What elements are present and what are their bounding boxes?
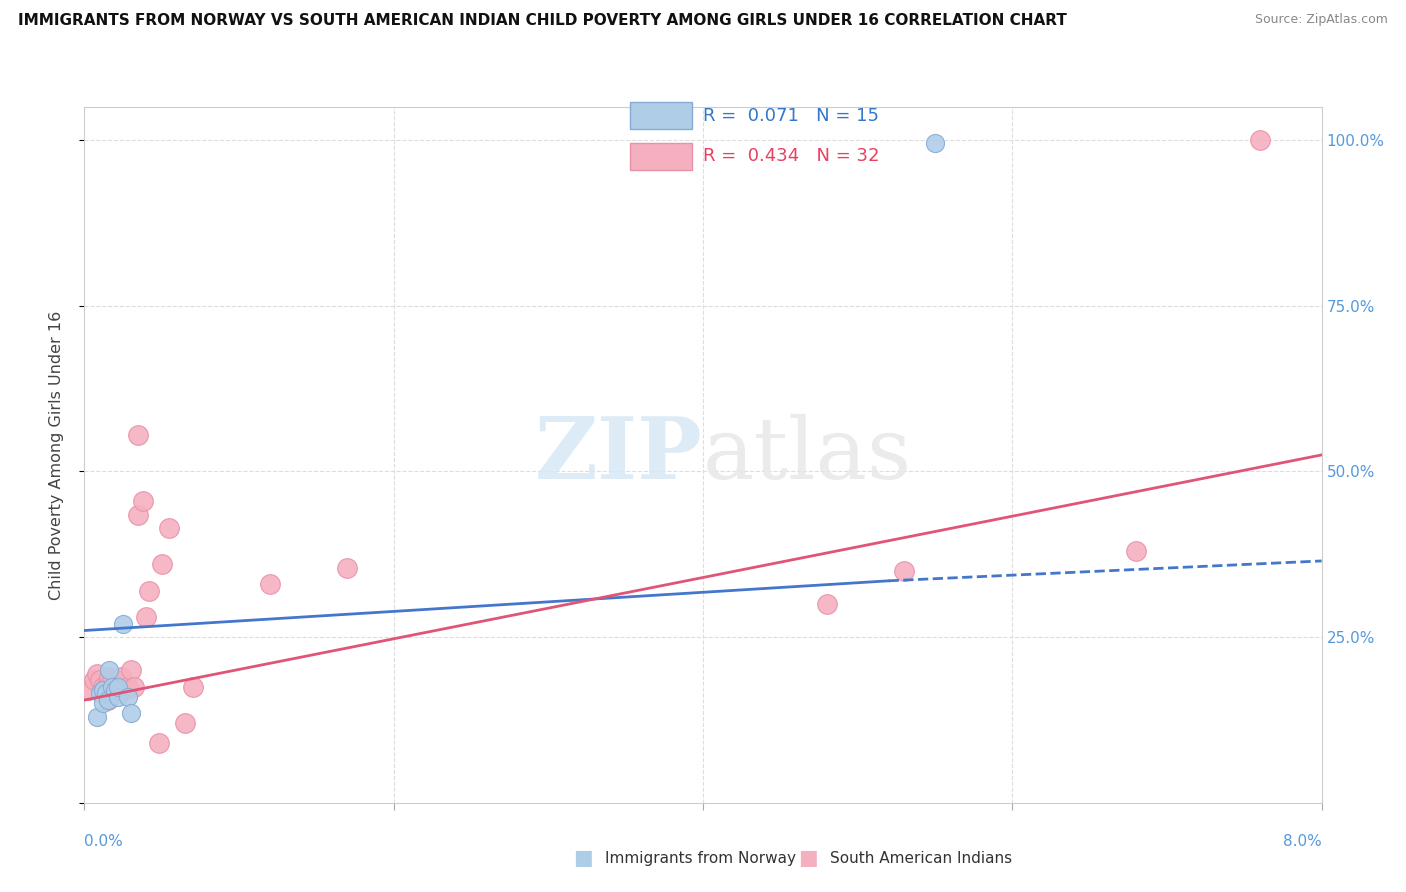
Text: Source: ZipAtlas.com: Source: ZipAtlas.com [1254,13,1388,27]
Text: R =  0.434   N = 32: R = 0.434 N = 32 [703,147,880,165]
Point [128,508,150,522]
Point [89,686,111,700]
Point [96,693,120,707]
Point [120,706,142,721]
Point [112,616,135,631]
Point [86,666,108,681]
Point [815,597,838,611]
Point [148,736,170,750]
Point [1125,544,1147,558]
Point [336,560,359,574]
Point [135,610,157,624]
Point [181,680,204,694]
Point [104,683,127,698]
Point [120,663,142,677]
Text: 0.0%: 0.0% [84,834,124,849]
Point [138,583,160,598]
Text: IMMIGRANTS FROM NORWAY VS SOUTH AMERICAN INDIAN CHILD POVERTY AMONG GIRLS UNDER : IMMIGRANTS FROM NORWAY VS SOUTH AMERICAN… [18,13,1067,29]
Point [159,521,180,535]
Text: Immigrants from Norway: Immigrants from Norway [605,851,796,865]
Text: South American Indians: South American Indians [830,851,1012,865]
Point [94,686,117,700]
Point [117,680,139,694]
Point [122,680,145,694]
Text: atlas: atlas [703,413,912,497]
Point [150,558,173,572]
Text: ZIP: ZIP [536,413,703,497]
Point [107,673,129,688]
Point [110,670,132,684]
Text: R =  0.071   N = 15: R = 0.071 N = 15 [703,107,879,125]
Point [107,690,129,704]
FancyBboxPatch shape [630,143,692,169]
Point [101,680,124,694]
Point [86,709,108,723]
Text: ■: ■ [574,848,593,868]
Text: 8.0%: 8.0% [1282,834,1322,849]
Point [132,494,155,508]
Point [893,564,915,578]
Point [96,693,120,707]
Point [107,680,129,694]
Point [114,683,136,698]
Point [104,683,127,698]
FancyBboxPatch shape [630,103,692,129]
Text: ■: ■ [799,848,818,868]
Point [91,683,114,698]
Point [89,673,111,688]
Point [128,428,150,442]
Point [259,577,281,591]
Point [174,716,197,731]
Point [98,670,121,684]
Point [91,697,114,711]
Point [94,680,117,694]
Point [1249,133,1271,147]
Point [83,673,105,688]
Y-axis label: Child Poverty Among Girls Under 16: Child Poverty Among Girls Under 16 [49,310,63,599]
Point [924,136,946,151]
Point [77,683,100,698]
Point [101,673,124,688]
Point [117,690,139,704]
Point [91,680,114,694]
Point [98,663,121,677]
